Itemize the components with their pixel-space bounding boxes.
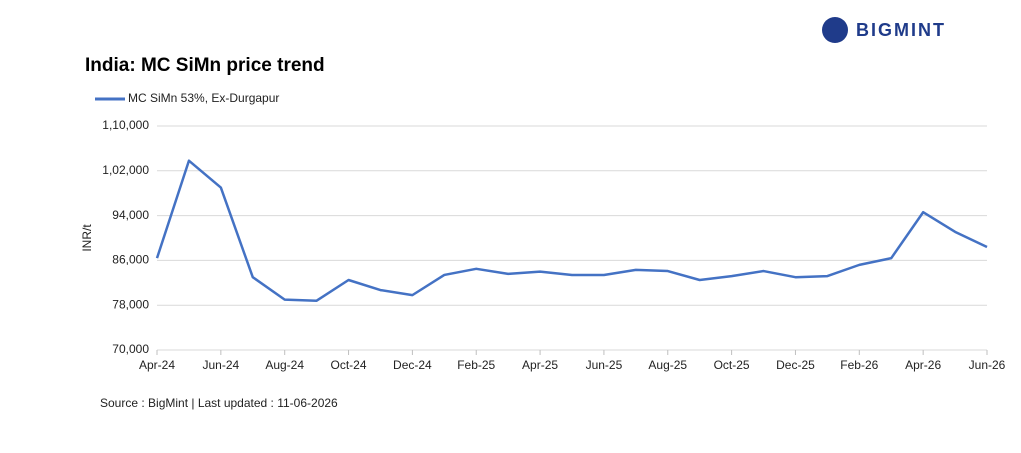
logo: BIGMINT: [822, 17, 946, 43]
chart-title: India: MC SiMn price trend: [85, 55, 325, 76]
y-tick-label: 86,000: [112, 253, 149, 267]
x-tick-label: Jun-25: [586, 358, 623, 372]
brand: BIGMINT: [856, 20, 946, 40]
x-tick-label: Oct-25: [714, 358, 750, 372]
x-tick-label: Jun-26: [969, 358, 1006, 372]
x-tick-label: Feb-25: [457, 358, 495, 372]
y-tick-label: 78,000: [112, 297, 149, 311]
line-series: [155, 159, 988, 302]
x-tick-label: Feb-26: [840, 358, 878, 372]
x-tick-label: Apr-25: [522, 358, 558, 372]
legend-label: MC SiMn 53%, Ex-Durgapur: [128, 91, 279, 105]
x-tick-label: Dec-25: [776, 358, 815, 372]
x-tick-label: Apr-26: [905, 358, 941, 372]
y-tick-label: 70,000: [112, 342, 149, 356]
logo-icon: [822, 17, 848, 43]
x-tick-label: Dec-24: [393, 358, 432, 372]
y-tick-label: 1,02,000: [102, 163, 149, 177]
x-tick-label: Aug-25: [648, 358, 687, 372]
y-tick-label: 1,10,000: [102, 118, 149, 132]
source: Source : BigMint | Last updated : 11-06-…: [100, 396, 338, 410]
x-tick-label: Apr-24: [139, 358, 175, 372]
x-tick-label: Jun-24: [202, 358, 239, 372]
x-tick-label: Aug-24: [265, 358, 304, 372]
y-axis-title: INR/t: [80, 224, 94, 252]
x-tick-label: Oct-24: [331, 358, 367, 372]
y-tick-label: 94,000: [112, 208, 149, 222]
